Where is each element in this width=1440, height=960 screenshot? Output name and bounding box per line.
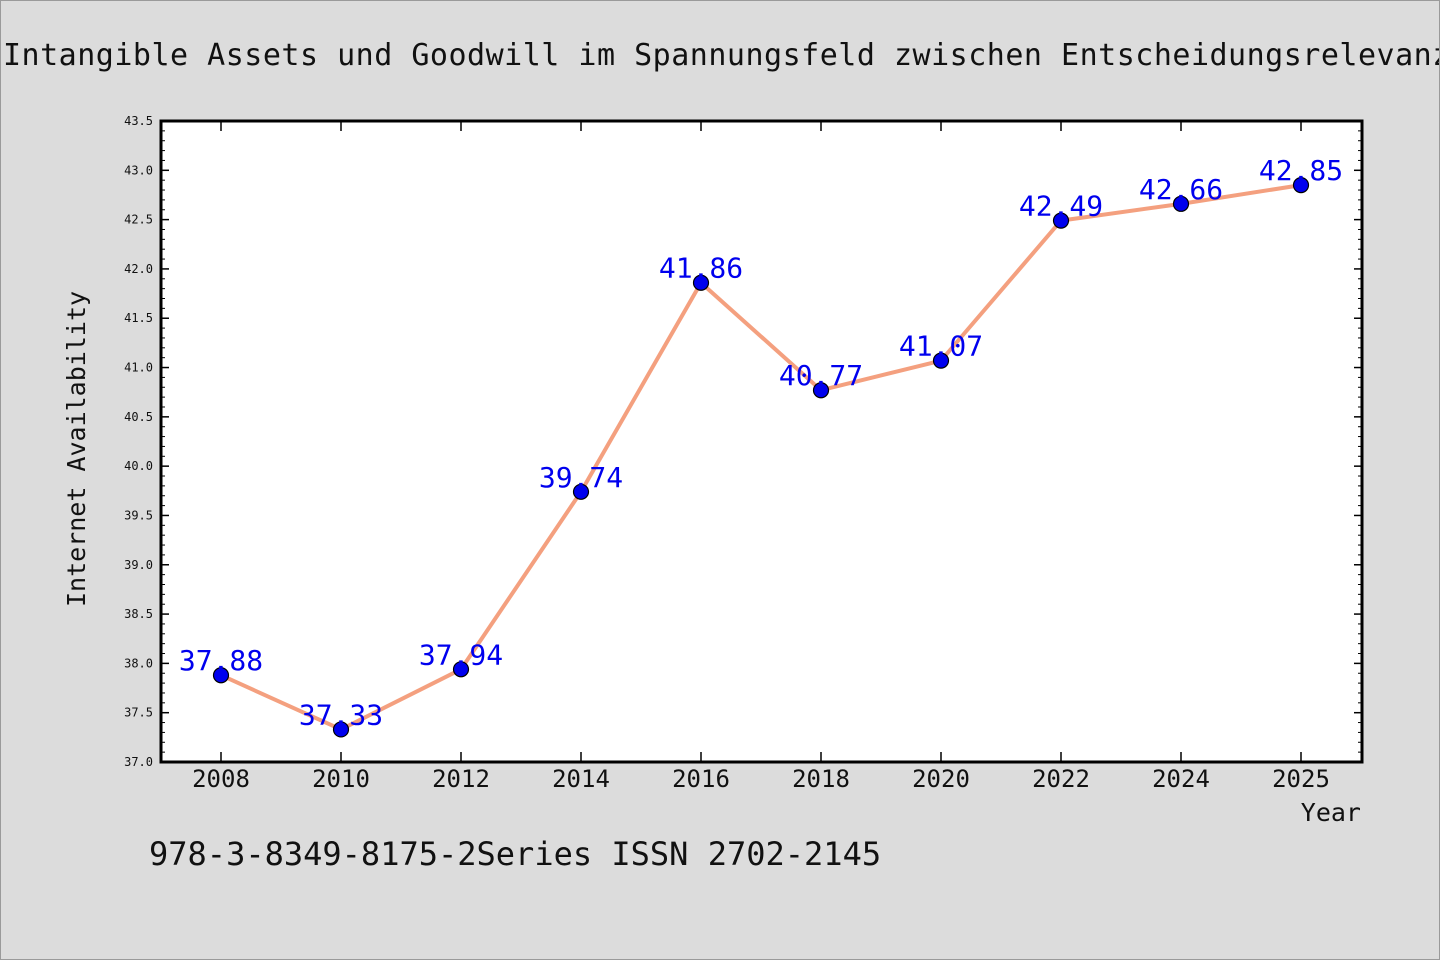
data-point	[932, 352, 950, 369]
y-tick-label: 42.5	[124, 213, 153, 227]
y-tick-label: 40.5	[124, 410, 153, 424]
y-tick-label: 42.0	[124, 262, 153, 276]
x-tick-label: 2010	[312, 765, 370, 793]
data-label: 39.74	[539, 461, 623, 494]
data-label: 37.88	[179, 644, 263, 677]
data-label: 40.77	[779, 359, 863, 392]
data-label: 42.66	[1139, 173, 1223, 206]
y-axis-label: Internet Availability	[62, 291, 91, 607]
y-tick-label: 40.0	[124, 459, 153, 473]
x-tick-label: 2025	[1272, 765, 1330, 793]
data-point	[1292, 177, 1310, 194]
data-point	[452, 661, 470, 678]
x-axis: 2008 2010 2012 2014 2016 2018 2020 2022 2024 2025	[192, 121, 1330, 793]
x-tick-label: 2016	[672, 765, 730, 793]
data-label: 37.94	[419, 638, 503, 671]
y-axis: 37.0 37.5 38.0 38.5 39.0 39.5 40.0 40.5 41.0 41.5…	[124, 114, 1362, 769]
data-point	[212, 667, 230, 684]
footer-isbn-issn: 978-3-8349-8175-2Series ISSN 2702-2145	[149, 835, 881, 873]
data-point	[1172, 195, 1190, 212]
data-label: 41.07	[899, 330, 983, 363]
x-tick-label: 2022	[1032, 765, 1090, 793]
plot-area	[159, 119, 1364, 764]
y-tick-label: 39.5	[124, 508, 153, 522]
y-tick-label: 41.0	[124, 361, 153, 375]
y-tick-label: 37.0	[124, 755, 153, 769]
series-line	[219, 183, 1303, 732]
x-tick-label: 2020	[912, 765, 970, 793]
data-label: 41.86	[659, 252, 743, 285]
series-layer: 37.88 37.33 37.94 39.74 41.86 40.77 41.07 42.49…	[179, 154, 1343, 738]
y-tick-label: 41.5	[124, 311, 153, 325]
chart-title: Intangible Assets und Goodwill im Spannu…	[3, 38, 1440, 73]
x-tick-label: 2024	[1152, 765, 1210, 793]
data-point	[572, 483, 590, 500]
data-point	[692, 274, 710, 291]
x-tick-label: 2008	[192, 765, 250, 793]
y-tick-label: 37.5	[124, 706, 153, 720]
y-tick-label: 38.0	[124, 656, 153, 670]
x-tick-label: 2014	[552, 765, 610, 793]
y-tick-label: 38.5	[124, 607, 153, 621]
x-tick-label: 2018	[792, 765, 850, 793]
y-tick-label: 43.0	[124, 163, 153, 177]
y-tick-label: 39.0	[124, 558, 153, 572]
data-point	[332, 721, 350, 738]
data-label: 37.33	[299, 698, 383, 731]
y-tick-label: 43.5	[124, 114, 153, 128]
x-axis-label: Year	[1301, 798, 1361, 827]
data-point	[812, 382, 830, 399]
data-point	[1052, 212, 1070, 229]
data-label: 42.85	[1259, 154, 1343, 187]
x-tick-label: 2012	[432, 765, 490, 793]
data-label: 42.49	[1019, 190, 1103, 223]
